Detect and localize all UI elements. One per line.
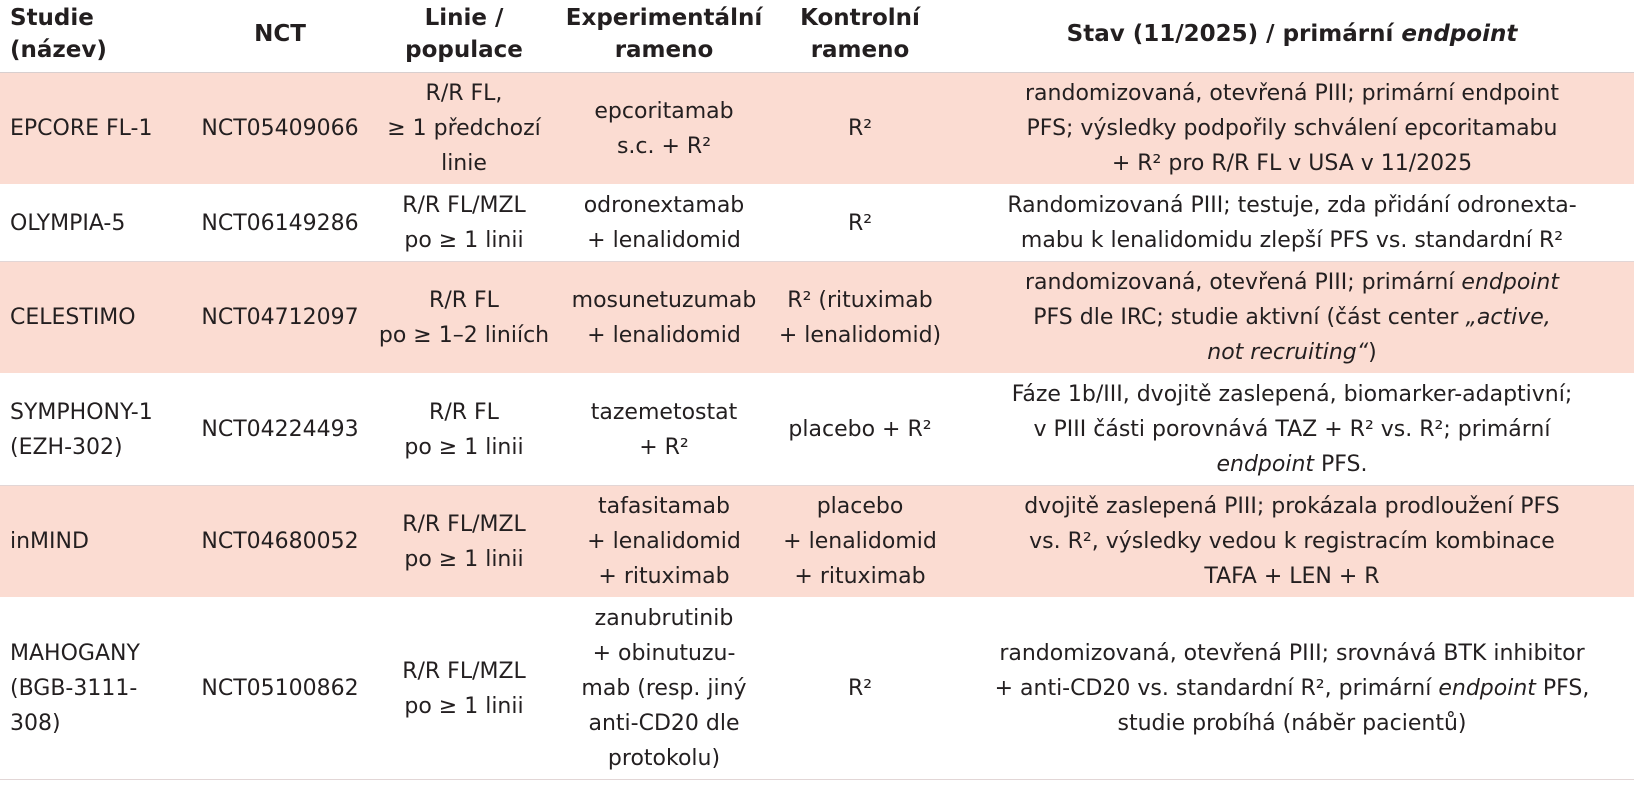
cell-experimental-arm: epcoritamab s.c. + R² [558, 72, 770, 185]
cell-control-arm: placebo + R² [770, 373, 950, 486]
cell-experimental-arm: odronextamab + lenalidomid [558, 184, 770, 262]
cell-line: R/R FL/MZL po ≥ 1 linii [370, 184, 558, 262]
cell-nct: NCT04680052 [190, 485, 370, 598]
status-text: PFS dle IRC; studie aktivní (část center [1033, 305, 1459, 330]
cell-study: SYMPHONY-1 (EZH-302) [0, 373, 190, 486]
cell-experimental-arm: tafasitamab + lenalidomid + rituximab [558, 485, 770, 598]
status-italic: endpoint [1461, 270, 1559, 295]
header-study: Studie (název) [0, 0, 190, 73]
cell-status: Fáze 1b/III, dvojitě zaslepená, biomarke… [950, 373, 1634, 486]
status-text: PFS, studie probíhá (nábĕr pacientů) [1117, 676, 1590, 736]
header-status-prefix: Stav (11/2025) / primární [1066, 21, 1402, 47]
cell-study: OLYMPIA-5 [0, 184, 190, 262]
cell-nct: NCT06149286 [190, 184, 370, 262]
status-text: PFS. [1314, 452, 1368, 477]
cell-study: CELESTIMO [0, 261, 190, 374]
cell-experimental-arm: zanubrutinib + obinutuzu- mab (resp. jin… [558, 597, 770, 780]
cell-study: EPCORE FL-1 [0, 72, 190, 185]
header-control-arm: Kontrolní rameno [770, 0, 950, 73]
cell-line: R/R FL/MZL po ≥ 1 linii [370, 485, 558, 598]
cell-line: R/R FL/MZL po ≥ 1 linii [370, 597, 558, 780]
cell-nct: NCT04712097 [190, 261, 370, 374]
cell-control-arm: R² [770, 597, 950, 780]
status-italic: „active, not recruiting“ [1207, 305, 1551, 365]
header-status-italic: endpoint [1401, 21, 1518, 47]
cell-nct: NCT05100862 [190, 597, 370, 780]
table-row: MAHOGANY (BGB-3111-308) NCT05100862 R/R … [0, 597, 1634, 780]
table-row: SYMPHONY-1 (EZH-302) NCT04224493 R/R FL … [0, 373, 1634, 486]
cell-line: R/R FL, ≥ 1 předchozí linie [370, 72, 558, 185]
cell-control-arm: R² (rituximab + lenalidomid) [770, 261, 950, 374]
status-text: Fáze 1b/III, dvojitě zaslepená, biomarke… [1011, 382, 1573, 442]
status-italic: endpoint [1438, 676, 1536, 701]
header-row: Studie (název) NCT Linie / populace Expe… [0, 0, 1634, 73]
cell-experimental-arm: tazemetostat + R² [558, 373, 770, 486]
cell-control-arm: R² [770, 184, 950, 262]
cell-control-arm: placebo + lenalidomid + rituximab [770, 485, 950, 598]
cell-line: R/R FL po ≥ 1 linii [370, 373, 558, 486]
cell-study: inMIND [0, 485, 190, 598]
table-row: inMIND NCT04680052 R/R FL/MZL po ≥ 1 lin… [0, 485, 1634, 598]
header-nct: NCT [190, 0, 370, 73]
cell-control-arm: R² [770, 72, 950, 185]
status-text: randomizovaná, otevřená PIII; srovnává B… [994, 641, 1585, 701]
table-row: OLYMPIA-5 NCT06149286 R/R FL/MZL po ≥ 1 … [0, 184, 1634, 262]
cell-nct: NCT04224493 [190, 373, 370, 486]
status-italic: endpoint [1216, 452, 1315, 477]
header-status: Stav (11/2025) / primární endpoint [950, 0, 1634, 73]
cell-study: MAHOGANY (BGB-3111-308) [0, 597, 190, 780]
cell-status: randomizovaná, otevřená PIII; primární e… [950, 72, 1634, 185]
cell-status: randomizovaná, otevřená PIII; primární e… [950, 261, 1634, 374]
cell-status: randomizovaná, otevřená PIII; srovnává B… [950, 597, 1634, 780]
cell-nct: NCT05409066 [190, 72, 370, 185]
cell-line: R/R FL po ≥ 1–2 liniích [370, 261, 558, 374]
header-line: Linie / populace [370, 0, 558, 73]
cell-experimental-arm: mosunetuzumab + lenalidomid [558, 261, 770, 374]
table-row: CELESTIMO NCT04712097 R/R FL po ≥ 1–2 li… [0, 261, 1634, 374]
status-text: randomizovaná, otevřená PIII; primární [1025, 270, 1462, 295]
table-row: EPCORE FL-1 NCT05409066 R/R FL, ≥ 1 před… [0, 72, 1634, 185]
status-text: ) [1368, 340, 1377, 365]
cell-status: Randomizovaná PIII; testuje, zda přidání… [950, 184, 1634, 262]
cell-status: dvojitě zaslepená PIII; prokázala prodlo… [950, 485, 1634, 598]
header-experimental-arm: Experimentální rameno [558, 0, 770, 73]
trials-table: Studie (název) NCT Linie / populace Expe… [0, 0, 1634, 780]
